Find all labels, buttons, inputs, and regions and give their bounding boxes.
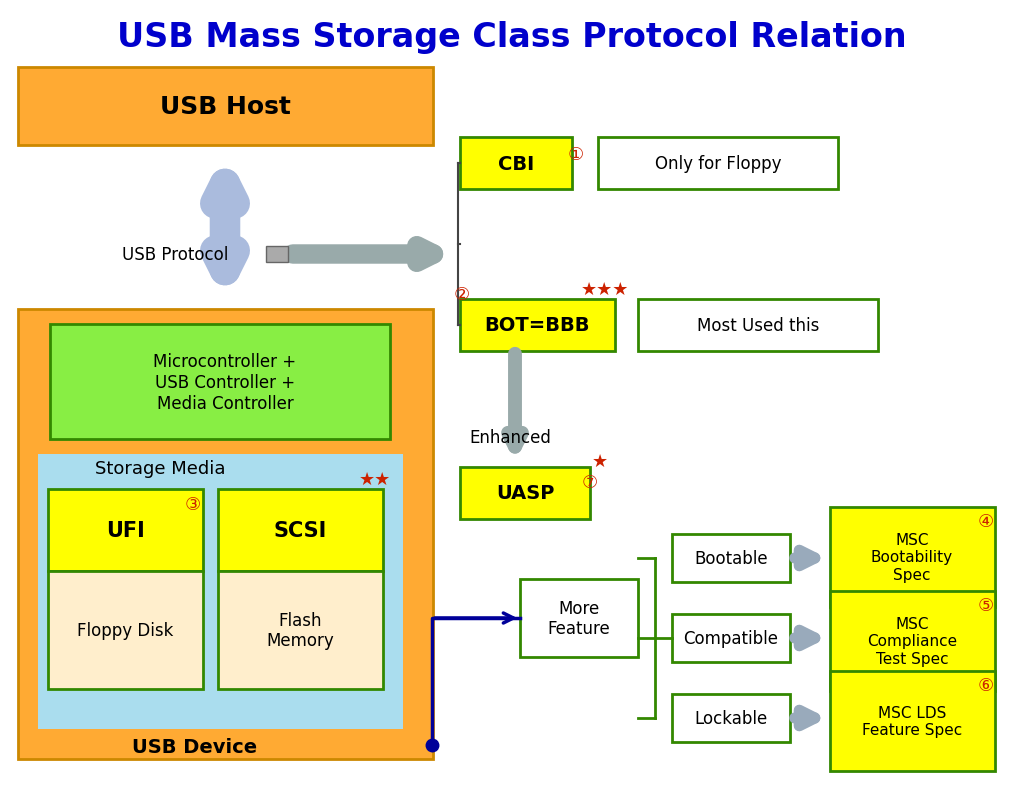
Bar <box>460 300 615 352</box>
Bar <box>18 310 433 759</box>
Text: Storage Media: Storage Media <box>95 459 225 478</box>
Text: ⑥: ⑥ <box>978 676 994 694</box>
Text: Enhanced: Enhanced <box>469 429 551 446</box>
Text: USB Protocol: USB Protocol <box>122 246 228 263</box>
Bar <box>48 489 203 571</box>
Text: Compatible: Compatible <box>683 630 778 647</box>
Text: CBI: CBI <box>498 154 535 173</box>
Text: USB Device: USB Device <box>132 738 258 756</box>
Bar <box>50 324 390 439</box>
Bar <box>218 571 383 689</box>
Text: ③: ③ <box>185 495 201 513</box>
Bar <box>38 454 403 729</box>
Text: MSC
Bootability
Spec: MSC Bootability Spec <box>871 532 953 582</box>
Bar <box>672 534 790 582</box>
Text: Bootable: Bootable <box>694 549 768 567</box>
Text: Flash
Memory: Flash Memory <box>266 611 334 650</box>
Bar <box>830 507 995 607</box>
Text: MSC LDS
Feature Spec: MSC LDS Feature Spec <box>862 705 963 737</box>
Text: SCSI: SCSI <box>273 520 327 540</box>
Bar <box>48 571 203 689</box>
Text: ②: ② <box>454 286 470 304</box>
Bar <box>460 467 590 520</box>
Text: BOT=BBB: BOT=BBB <box>484 316 590 335</box>
Bar <box>672 694 790 742</box>
Text: MSC
Compliance
Test Spec: MSC Compliance Test Spec <box>867 617 957 666</box>
Text: ★: ★ <box>592 452 608 471</box>
Text: ⑦: ⑦ <box>582 474 598 491</box>
Bar <box>18 68 433 146</box>
Bar <box>520 579 638 657</box>
Text: UFI: UFI <box>105 520 144 540</box>
Bar <box>830 591 995 691</box>
Text: ④: ④ <box>978 512 994 530</box>
Text: Microcontroller +
USB Controller +
Media Controller: Microcontroller + USB Controller + Media… <box>154 353 297 412</box>
Bar <box>218 489 383 571</box>
Bar <box>460 138 572 190</box>
Text: ★★: ★★ <box>358 471 391 488</box>
Bar <box>598 138 838 190</box>
Text: More
Feature: More Feature <box>548 599 610 638</box>
Text: Most Used this: Most Used this <box>696 316 819 335</box>
Text: USB Mass Storage Class Protocol Relation: USB Mass Storage Class Protocol Relation <box>117 22 907 55</box>
Text: Floppy Disk: Floppy Disk <box>77 622 173 639</box>
Bar <box>830 671 995 771</box>
Text: UASP: UASP <box>496 484 554 503</box>
Text: Only for Floppy: Only for Floppy <box>654 155 781 173</box>
Bar <box>266 247 288 263</box>
Text: ①: ① <box>568 146 584 164</box>
Bar <box>638 300 878 352</box>
Bar <box>672 614 790 662</box>
Text: Lockable: Lockable <box>694 709 768 727</box>
Text: ★★★: ★★★ <box>581 281 629 299</box>
Text: USB Host: USB Host <box>160 95 291 119</box>
Text: ⑤: ⑤ <box>978 597 994 614</box>
